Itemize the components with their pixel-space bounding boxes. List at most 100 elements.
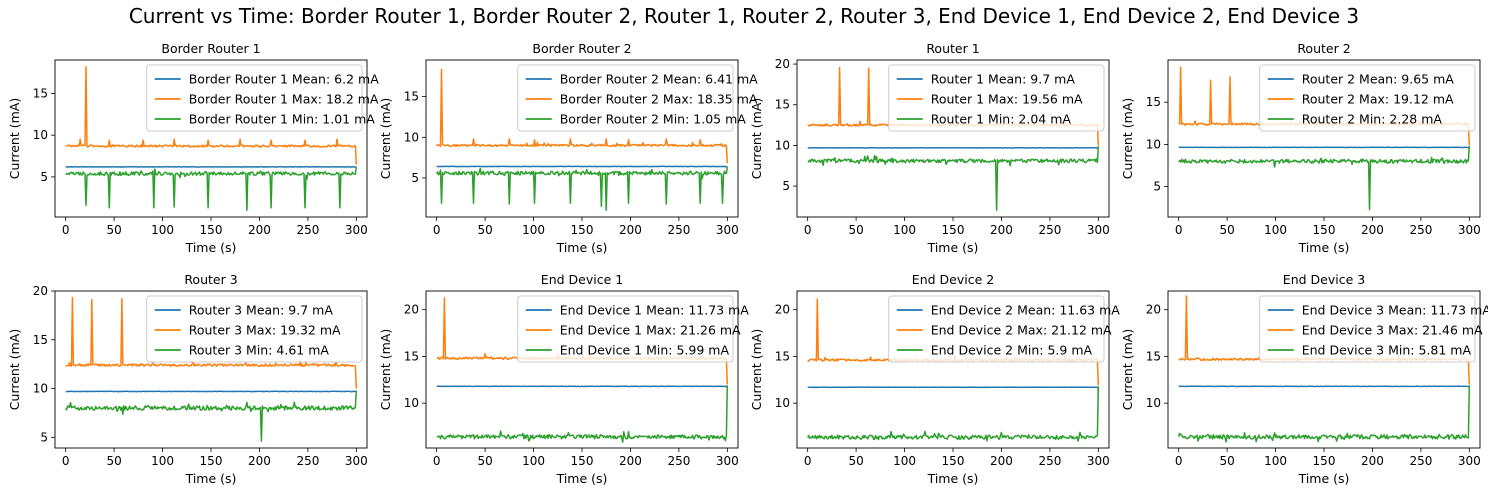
x-tick-label: 50 [1219, 223, 1234, 237]
x-tick-label: 100 [893, 223, 916, 237]
x-tick-label: 300 [345, 223, 368, 237]
subplot-title: Router 2 [1297, 41, 1350, 56]
y-tick-label: 15 [33, 86, 48, 100]
x-tick-label: 300 [345, 454, 368, 468]
subplot-title: End Device 2 [912, 272, 994, 287]
subplot-3: Router 1 0 50 100 150 200 250 300 5 10 15 20 Time (s… [749, 41, 1110, 255]
legend-box [888, 64, 1105, 132]
legend-label-max: End Device 2 Max: 21.12 mA [931, 323, 1112, 338]
series-line-min [65, 166, 358, 211]
x-tick-label: 150 [200, 454, 223, 468]
y-axis-label: Current (mA) [378, 329, 393, 410]
series-line-min [436, 385, 729, 443]
legend-label-mean: Router 1 Mean: 9.7 mA [931, 72, 1076, 87]
y-tick-label: 15 [404, 349, 419, 363]
series-line-min [65, 390, 358, 442]
y-tick-label: 20 [33, 284, 48, 298]
y-tick-label: 10 [33, 128, 48, 142]
legend-label-min: Border Router 1 Min: 1.01 mA [189, 112, 376, 127]
x-tick-label: 50 [1219, 454, 1234, 468]
x-tick-label: 250 [1038, 454, 1061, 468]
subplot-title: End Device 3 [1283, 272, 1365, 287]
x-tick-label: 0 [804, 454, 812, 468]
x-axis-label: Time (s) [185, 240, 237, 255]
y-tick-label: 5 [411, 171, 419, 185]
legend-label-max: Border Router 1 Max: 18.2 mA [189, 92, 379, 107]
legend-box [146, 64, 363, 132]
x-tick-label: 50 [477, 454, 492, 468]
x-tick-label: 200 [619, 223, 642, 237]
y-tick-label: 10 [404, 396, 419, 410]
series-line-min [1178, 146, 1471, 211]
x-tick-label: 0 [1175, 223, 1183, 237]
y-tick-label: 10 [404, 130, 419, 144]
y-tick-label: 10 [33, 382, 48, 396]
legend-box [146, 295, 363, 363]
subplot-title: End Device 1 [541, 272, 623, 287]
subplot-8: End Device 3 0 50 100 150 200 250 300 10 15 20 Time… [1120, 272, 1488, 486]
y-tick-label: 5 [40, 430, 48, 444]
y-axis-label: Current (mA) [378, 98, 393, 179]
y-axis-label: Current (mA) [749, 329, 764, 410]
y-tick-label: 20 [1146, 303, 1161, 317]
x-axis-label: Time (s) [927, 240, 979, 255]
x-tick-label: 100 [522, 223, 545, 237]
x-tick-label: 150 [1313, 223, 1336, 237]
x-axis-label: Time (s) [1298, 471, 1350, 486]
y-axis-label: Current (mA) [749, 98, 764, 179]
y-tick-label: 15 [33, 333, 48, 347]
legend-label-mean: Router 2 Mean: 9.65 mA [1302, 72, 1455, 87]
x-tick-label: 200 [1361, 454, 1384, 468]
series-line-min [807, 386, 1100, 442]
series-line-mean [436, 385, 728, 388]
legend-label-max: Router 1 Max: 19.56 mA [931, 92, 1083, 107]
x-tick-label: 300 [1087, 454, 1110, 468]
x-tick-label: 300 [716, 454, 739, 468]
legend-label-min: Router 2 Min: 2.28 mA [1302, 112, 1443, 127]
x-tick-label: 0 [1175, 454, 1183, 468]
y-axis-label: Current (mA) [1120, 98, 1135, 179]
series-line-mean [807, 386, 1099, 389]
legend-label-mean: Border Router 1 Mean: 6.2 mA [189, 72, 379, 87]
x-tick-label: 250 [1038, 223, 1061, 237]
y-tick-label: 20 [775, 303, 790, 317]
legend: Border Router 2 Mean: 6.41 mA Border Rout… [517, 64, 758, 132]
x-tick-label: 200 [990, 223, 1013, 237]
x-tick-label: 250 [296, 454, 319, 468]
x-tick-label: 200 [1361, 223, 1384, 237]
x-axis-label: Time (s) [1298, 240, 1350, 255]
legend-label-max: End Device 3 Max: 21.46 mA [1302, 323, 1483, 338]
y-axis-label: Current (mA) [7, 98, 22, 179]
y-tick-label: 20 [775, 57, 790, 71]
subplot-title: Router 3 [184, 272, 237, 287]
x-tick-label: 150 [571, 223, 594, 237]
legend-label-max: Router 2 Max: 19.12 mA [1302, 92, 1454, 107]
subplot-6: End Device 1 0 50 100 150 200 250 300 10 15 20 Time… [378, 272, 749, 486]
x-tick-label: 250 [667, 223, 690, 237]
subplot-4: Router 2 0 50 100 150 200 250 300 5 10 15 Time (s) C… [1120, 41, 1481, 255]
x-tick-label: 100 [1264, 454, 1287, 468]
legend: Router 1 Mean: 9.7 mA Router 1 Max: 19.56… [888, 64, 1105, 132]
x-tick-label: 250 [296, 223, 319, 237]
legend: End Device 3 Mean: 11.73 mA End Device 3 … [1259, 295, 1488, 363]
series-line-mean [1178, 385, 1470, 388]
legend: End Device 2 Mean: 11.63 mA End Device 2 … [888, 295, 1120, 363]
figure-suptitle: Current vs Time: Border Router 1, Border… [128, 4, 1360, 28]
y-tick-label: 15 [404, 90, 419, 104]
subplot-7: End Device 2 0 50 100 150 200 250 300 10 15 20 Time… [749, 272, 1120, 486]
x-axis-label: Time (s) [556, 240, 608, 255]
subplot-title: Border Router 2 [532, 41, 631, 56]
legend-label-mean: End Device 3 Mean: 11.73 mA [1302, 303, 1488, 318]
subplot-5: Router 3 0 50 100 150 200 250 300 5 10 15 20 Time (s… [7, 272, 368, 486]
x-tick-label: 50 [106, 223, 121, 237]
x-tick-label: 150 [942, 454, 965, 468]
x-tick-label: 100 [151, 223, 174, 237]
legend: Router 2 Mean: 9.65 mA Router 2 Max: 19.1… [1259, 64, 1476, 132]
y-tick-label: 5 [782, 179, 790, 193]
x-tick-label: 0 [433, 454, 441, 468]
y-tick-label: 15 [1146, 349, 1161, 363]
series-line-min [1177, 385, 1471, 443]
x-tick-label: 100 [522, 454, 545, 468]
legend: Border Router 1 Mean: 6.2 mA Border Route… [146, 64, 379, 132]
